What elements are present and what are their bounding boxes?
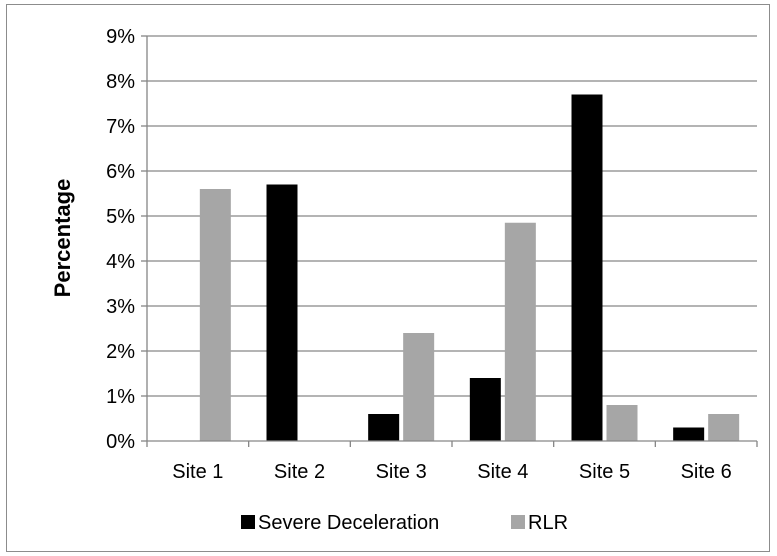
legend-swatch [241,515,255,529]
x-tick-label: Site 4 [477,461,528,483]
y-tick-label: 4% [106,251,135,273]
legend-swatch [511,515,525,529]
axes [146,36,758,447]
x-tick-label: Site 5 [579,461,630,483]
bar-severe-deceleration [673,427,705,441]
bar-severe-deceleration [469,378,501,441]
y-tick-label: 2% [106,341,135,363]
x-tick-labels: Site 1 Site 2 Site 3 Site 4 Site 5 Site 6 [172,461,731,483]
y-tick-label: 8% [106,71,135,93]
legend: Severe Deceleration RLR [241,512,568,534]
x-tick-label: Site 1 [172,461,223,483]
y-tick-label: 6% [106,161,135,183]
y-tick-label: 9% [106,26,135,48]
bar-rlr [403,333,435,441]
bar-severe-deceleration [266,184,298,441]
bar-rlr [606,405,638,441]
y-tick-labels: 0% 1% 2% 3% 4% 5% 6% 7% 8% 9% [106,26,135,453]
x-tick-label: Site 3 [376,461,427,483]
y-tick-label: 5% [106,206,135,228]
y-tick-label: 3% [106,296,135,318]
legend-label: Severe Deceleration [258,512,439,534]
gridlines [141,35,757,442]
y-tick-label: 1% [106,386,135,408]
bar-severe-deceleration [368,414,400,441]
legend-label: RLR [528,512,568,534]
bar-severe-deceleration [571,94,603,441]
bars [199,94,740,441]
x-tick-label: Site 6 [681,461,732,483]
y-axis-label: Percentage [50,179,75,298]
chart-frame [6,4,770,552]
bar-rlr [199,189,231,441]
y-tick-label: 0% [106,431,135,453]
bar-rlr [708,414,740,441]
x-tick-label: Site 2 [274,461,325,483]
y-tick-label: 7% [106,116,135,138]
bar-rlr [504,222,536,441]
